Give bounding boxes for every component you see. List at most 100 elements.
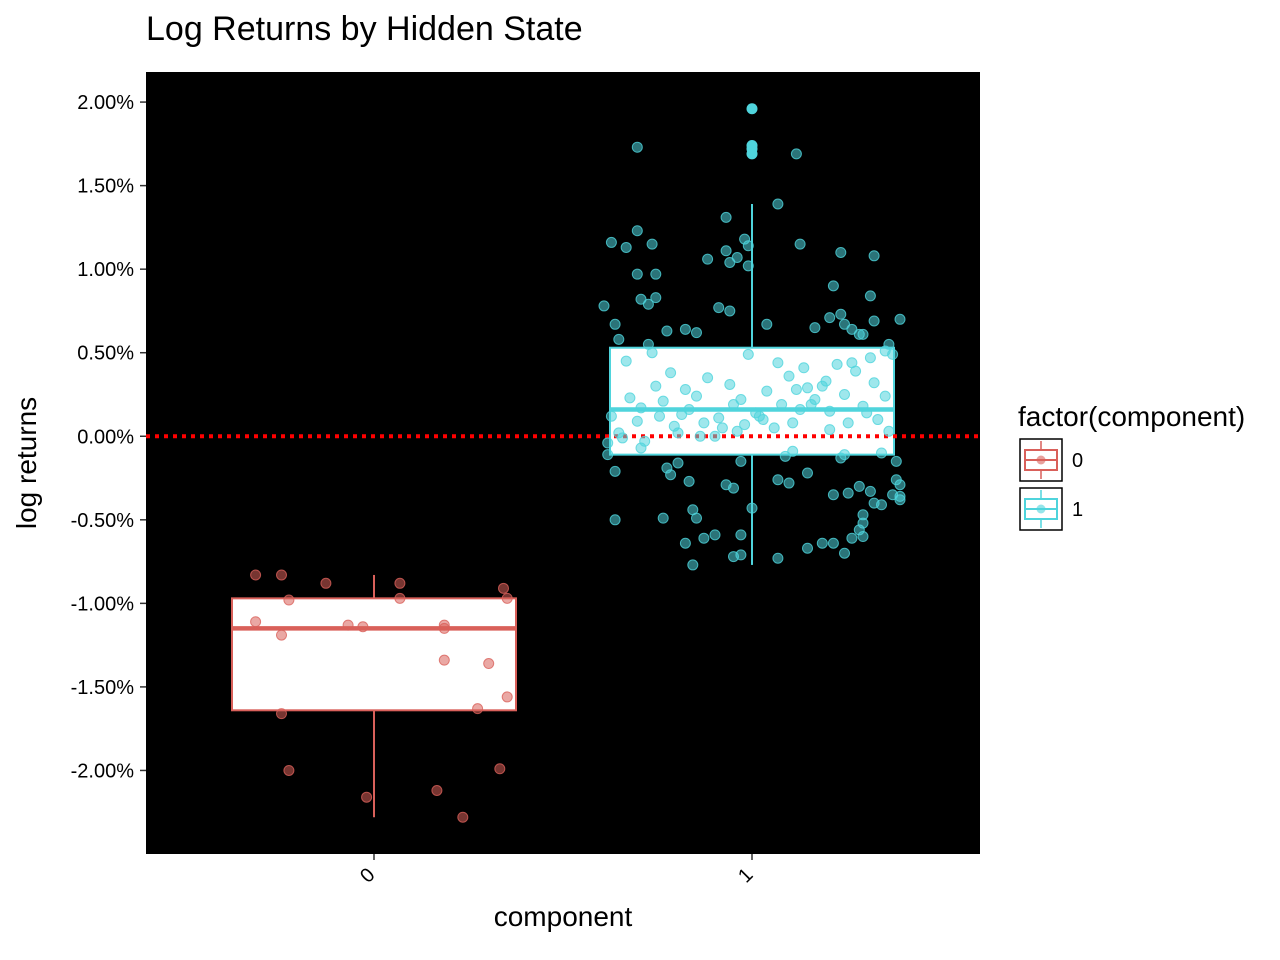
data-point bbox=[276, 629, 287, 641]
data-point bbox=[879, 390, 891, 402]
legend: factor(component) 0 1 bbox=[1018, 401, 1245, 531]
data-point bbox=[702, 372, 714, 384]
boxplots bbox=[231, 103, 895, 818]
data-point bbox=[835, 246, 847, 258]
data-point bbox=[868, 377, 880, 389]
data-point bbox=[679, 323, 691, 335]
legend-key-point bbox=[1036, 455, 1046, 465]
data-point bbox=[816, 537, 828, 549]
data-point bbox=[802, 382, 813, 394]
jitter-points bbox=[250, 141, 906, 823]
data-point bbox=[776, 399, 788, 411]
data-point bbox=[827, 489, 839, 501]
legend-label: 1 bbox=[1072, 499, 1083, 521]
data-point bbox=[802, 467, 813, 479]
data-point bbox=[713, 412, 725, 424]
data-point bbox=[887, 348, 899, 360]
data-point bbox=[720, 211, 732, 223]
data-point bbox=[609, 318, 621, 330]
data-point bbox=[724, 256, 736, 268]
data-point bbox=[864, 485, 876, 497]
data-point bbox=[894, 494, 906, 506]
data-point bbox=[790, 383, 802, 395]
data-point bbox=[790, 148, 802, 160]
data-point bbox=[702, 253, 714, 265]
data-point bbox=[631, 268, 643, 280]
data-point bbox=[761, 385, 773, 397]
data-point bbox=[798, 362, 810, 374]
data-point bbox=[857, 328, 869, 340]
data-point bbox=[728, 551, 739, 563]
data-point bbox=[787, 445, 799, 457]
data-point bbox=[724, 378, 736, 390]
data-point bbox=[691, 512, 702, 524]
data-point bbox=[276, 569, 287, 581]
data-point bbox=[872, 414, 884, 426]
data-point bbox=[761, 318, 773, 330]
data-point bbox=[779, 450, 791, 462]
data-point bbox=[824, 405, 836, 417]
data-point bbox=[839, 449, 850, 461]
data-point bbox=[794, 238, 806, 250]
data-point bbox=[598, 300, 610, 312]
data-point bbox=[746, 502, 758, 514]
data-point bbox=[846, 357, 858, 369]
data-point bbox=[835, 308, 847, 320]
data-point bbox=[283, 764, 295, 776]
data-point bbox=[824, 312, 836, 324]
data-point bbox=[605, 236, 617, 248]
data-point bbox=[639, 435, 651, 447]
data-point bbox=[809, 322, 821, 334]
outlier-point bbox=[746, 103, 758, 115]
data-point bbox=[691, 390, 702, 402]
data-point bbox=[631, 225, 643, 237]
data-point bbox=[768, 422, 780, 434]
data-point bbox=[783, 477, 795, 489]
box-iqr bbox=[231, 597, 517, 712]
data-point bbox=[716, 422, 728, 434]
data-point bbox=[438, 622, 450, 634]
data-point bbox=[668, 420, 680, 432]
data-point bbox=[687, 559, 699, 571]
box-iqr bbox=[609, 346, 895, 456]
data-point bbox=[501, 691, 513, 703]
data-point bbox=[794, 404, 806, 416]
data-point bbox=[494, 763, 506, 775]
data-point bbox=[868, 250, 880, 262]
y-tick-label: 0.00% bbox=[77, 426, 134, 448]
data-point bbox=[679, 537, 691, 549]
data-point bbox=[624, 392, 636, 404]
data-point bbox=[827, 537, 839, 549]
data-point bbox=[864, 352, 876, 364]
data-point bbox=[824, 424, 836, 436]
data-point bbox=[890, 455, 902, 467]
data-point bbox=[620, 355, 632, 367]
data-point bbox=[894, 479, 906, 491]
data-point bbox=[642, 298, 654, 310]
data-point bbox=[654, 410, 665, 422]
data-point bbox=[894, 313, 906, 325]
y-tick-label: -1.50% bbox=[71, 677, 135, 699]
outlier-point bbox=[746, 148, 758, 160]
data-point bbox=[820, 375, 832, 387]
data-point bbox=[501, 592, 513, 604]
y-tick-label: -0.50% bbox=[71, 510, 135, 532]
data-point bbox=[742, 240, 754, 252]
data-point bbox=[842, 487, 854, 499]
data-point bbox=[609, 465, 621, 477]
data-point bbox=[735, 529, 747, 541]
data-point bbox=[250, 569, 262, 581]
data-point bbox=[609, 514, 621, 526]
data-point bbox=[683, 404, 695, 416]
data-point bbox=[876, 499, 887, 511]
data-point bbox=[827, 280, 839, 292]
data-point bbox=[831, 358, 843, 370]
data-point bbox=[602, 449, 614, 461]
data-point bbox=[846, 323, 858, 335]
data-point bbox=[772, 198, 784, 210]
legend-key-point bbox=[1036, 504, 1046, 514]
data-point bbox=[665, 367, 677, 379]
data-point bbox=[694, 430, 706, 442]
data-point bbox=[646, 238, 658, 250]
